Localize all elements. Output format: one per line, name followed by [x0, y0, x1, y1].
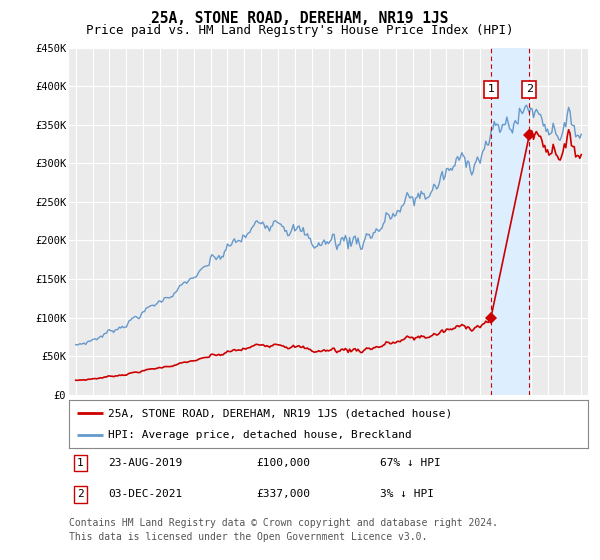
- Text: 03-DEC-2021: 03-DEC-2021: [108, 489, 182, 500]
- Text: Price paid vs. HM Land Registry's House Price Index (HPI): Price paid vs. HM Land Registry's House …: [86, 24, 514, 37]
- Text: Contains HM Land Registry data © Crown copyright and database right 2024.: Contains HM Land Registry data © Crown c…: [69, 518, 498, 528]
- Text: £100,000: £100,000: [256, 458, 310, 468]
- Text: 1: 1: [487, 84, 494, 94]
- Text: £337,000: £337,000: [256, 489, 310, 500]
- Text: 67% ↓ HPI: 67% ↓ HPI: [380, 458, 441, 468]
- Text: 25A, STONE ROAD, DEREHAM, NR19 1JS: 25A, STONE ROAD, DEREHAM, NR19 1JS: [151, 11, 449, 26]
- Text: This data is licensed under the Open Government Licence v3.0.: This data is licensed under the Open Gov…: [69, 532, 427, 542]
- Text: 2: 2: [77, 489, 84, 500]
- Text: 2: 2: [526, 84, 533, 94]
- Text: 3% ↓ HPI: 3% ↓ HPI: [380, 489, 434, 500]
- Text: 1: 1: [77, 458, 84, 468]
- Bar: [491, 48, 529, 395]
- Text: 25A, STONE ROAD, DEREHAM, NR19 1JS (detached house): 25A, STONE ROAD, DEREHAM, NR19 1JS (deta…: [108, 408, 452, 418]
- Text: 23-AUG-2019: 23-AUG-2019: [108, 458, 182, 468]
- Text: HPI: Average price, detached house, Breckland: HPI: Average price, detached house, Brec…: [108, 430, 412, 440]
